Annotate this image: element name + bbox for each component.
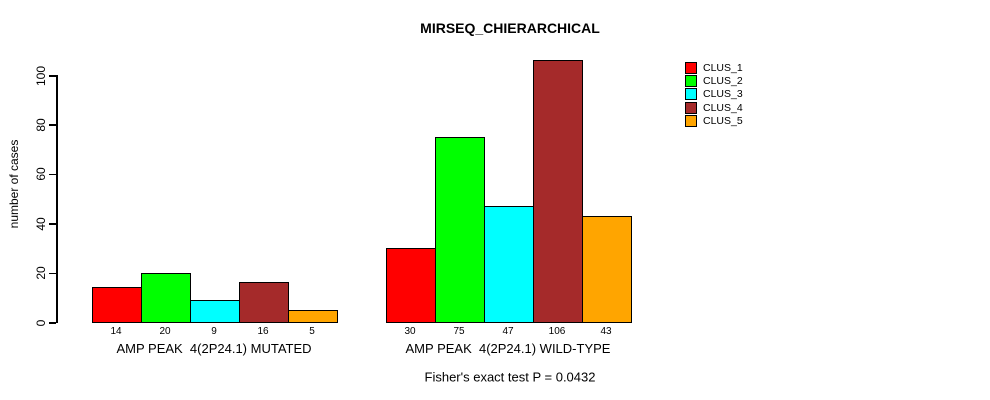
bar xyxy=(532,60,583,323)
bar xyxy=(238,282,289,323)
y-axis-tick-label: 20 xyxy=(34,266,48,280)
legend-swatch xyxy=(685,75,697,88)
legend-item: CLUS_1 xyxy=(685,61,743,74)
bar xyxy=(140,272,191,323)
bar xyxy=(189,299,240,323)
bar-value-label: 9 xyxy=(211,326,217,337)
y-axis-tick-label: 40 xyxy=(34,217,48,231)
legend-swatch xyxy=(685,115,697,128)
legend-item: CLUS_4 xyxy=(685,101,743,114)
group-label: AMP PEAK 4(2P24.1) WILD-TYPE xyxy=(405,341,611,356)
legend-label: CLUS_1 xyxy=(703,61,743,74)
y-axis-tick xyxy=(49,75,56,77)
y-axis-tick xyxy=(49,173,56,176)
legend-label: CLUS_2 xyxy=(703,75,743,88)
bar-value-label: 75 xyxy=(453,326,465,337)
bar-value-label: 20 xyxy=(159,326,171,337)
y-axis-line xyxy=(56,75,58,323)
y-axis-tick-label: 100 xyxy=(34,65,48,86)
bar-value-label: 106 xyxy=(548,326,566,337)
group-label: AMP PEAK 4(2P24.1) MUTATED xyxy=(116,341,312,356)
legend-swatch xyxy=(685,101,697,114)
legend-swatch xyxy=(685,88,697,101)
y-axis-tick xyxy=(49,272,56,275)
chart-title: MIRSEQ_CHIERARCHICAL xyxy=(420,20,600,36)
bar-value-label: 16 xyxy=(257,326,269,337)
bar xyxy=(434,136,485,323)
bar-value-label: 5 xyxy=(309,326,315,337)
y-axis-tick xyxy=(49,322,56,324)
y-axis-tick-label: 60 xyxy=(34,167,48,181)
legend-label: CLUS_4 xyxy=(703,101,743,114)
y-axis-tick xyxy=(49,223,56,225)
y-axis-tick-label: 0 xyxy=(34,319,48,326)
y-axis-tick-label: 80 xyxy=(34,118,48,132)
legend-item: CLUS_5 xyxy=(685,115,743,128)
bar xyxy=(581,215,632,323)
bar xyxy=(385,247,436,323)
legend-swatch xyxy=(685,61,697,74)
bar xyxy=(91,287,142,323)
bar xyxy=(287,309,338,323)
y-axis-tick xyxy=(49,124,56,126)
bar-value-label: 30 xyxy=(404,326,416,337)
bar xyxy=(483,205,534,323)
legend-label: CLUS_3 xyxy=(703,88,743,101)
legend: CLUS_1 CLUS_2 CLUS_3 CLUS_4 CLUS_5 xyxy=(685,61,743,128)
bar-value-label: 47 xyxy=(502,326,514,337)
legend-item: CLUS_2 xyxy=(685,74,743,88)
legend-label: CLUS_5 xyxy=(703,115,743,128)
bar-value-label: 43 xyxy=(600,326,612,337)
bar-value-label: 14 xyxy=(110,326,122,337)
y-axis-label: number of cases xyxy=(7,139,21,229)
fisher-test-annotation: Fisher's exact test P = 0.0432 xyxy=(424,369,596,385)
legend-item: CLUS_3 xyxy=(685,88,743,101)
